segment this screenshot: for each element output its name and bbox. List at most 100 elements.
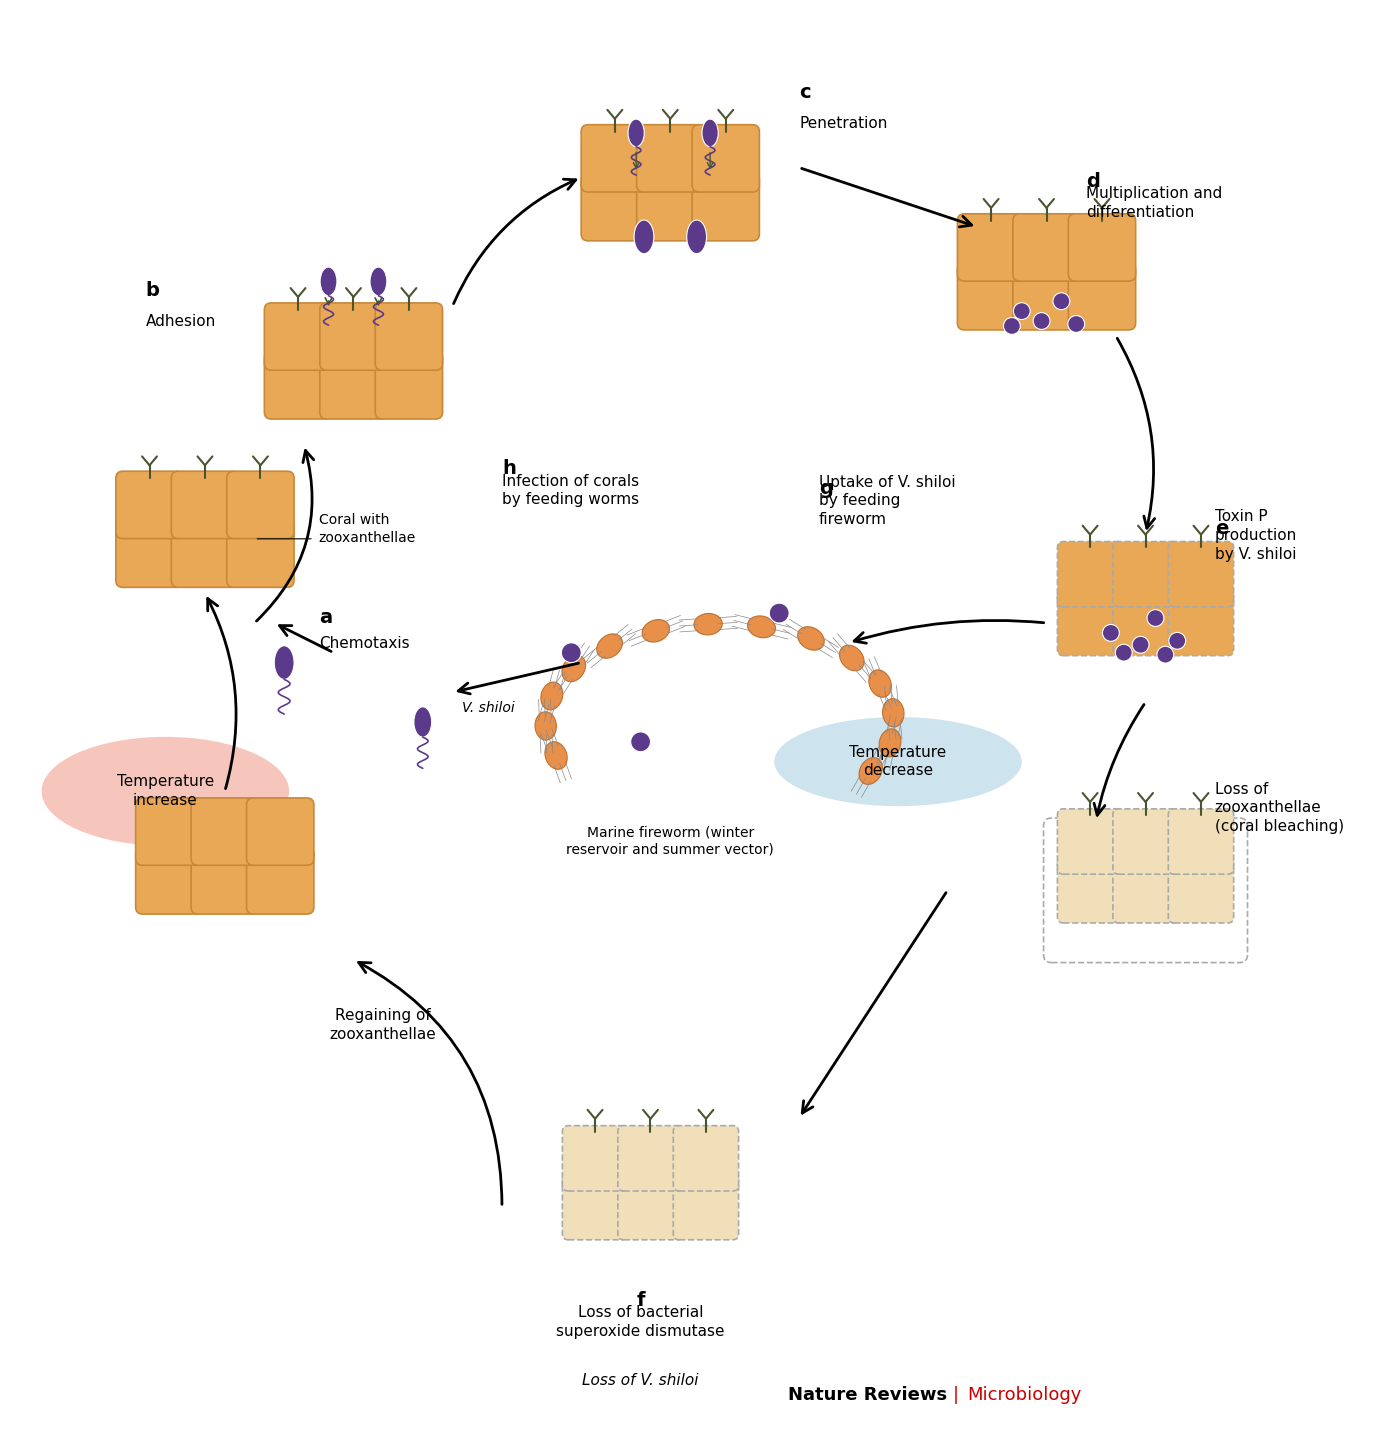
Ellipse shape bbox=[1156, 646, 1173, 663]
Ellipse shape bbox=[882, 699, 904, 727]
FancyBboxPatch shape bbox=[958, 213, 1025, 281]
Text: Microbiology: Microbiology bbox=[967, 1386, 1082, 1405]
Text: Temperature
increase: Temperature increase bbox=[116, 774, 214, 808]
Ellipse shape bbox=[630, 733, 651, 751]
FancyBboxPatch shape bbox=[1169, 590, 1233, 656]
Ellipse shape bbox=[1033, 313, 1050, 329]
Ellipse shape bbox=[748, 616, 776, 637]
FancyBboxPatch shape bbox=[190, 797, 259, 865]
Ellipse shape bbox=[1169, 633, 1186, 649]
Ellipse shape bbox=[643, 620, 669, 642]
Ellipse shape bbox=[321, 267, 337, 296]
Ellipse shape bbox=[540, 682, 563, 709]
Ellipse shape bbox=[1116, 645, 1133, 660]
Ellipse shape bbox=[1053, 293, 1070, 310]
Ellipse shape bbox=[545, 741, 567, 770]
Ellipse shape bbox=[798, 627, 825, 650]
FancyBboxPatch shape bbox=[673, 1174, 739, 1240]
Ellipse shape bbox=[561, 655, 585, 682]
FancyBboxPatch shape bbox=[1113, 809, 1179, 874]
FancyBboxPatch shape bbox=[319, 352, 388, 420]
FancyBboxPatch shape bbox=[1057, 809, 1123, 874]
Ellipse shape bbox=[596, 634, 623, 658]
Ellipse shape bbox=[694, 613, 722, 634]
FancyBboxPatch shape bbox=[190, 846, 259, 914]
FancyBboxPatch shape bbox=[1113, 858, 1179, 923]
Ellipse shape bbox=[879, 728, 902, 757]
FancyBboxPatch shape bbox=[375, 352, 442, 420]
FancyBboxPatch shape bbox=[1068, 213, 1135, 281]
FancyBboxPatch shape bbox=[958, 262, 1025, 330]
FancyBboxPatch shape bbox=[265, 303, 332, 371]
FancyBboxPatch shape bbox=[246, 846, 314, 914]
Text: f: f bbox=[637, 1291, 645, 1311]
Text: b: b bbox=[146, 281, 160, 300]
Text: Multiplication and
differentiation: Multiplication and differentiation bbox=[1086, 186, 1222, 221]
FancyBboxPatch shape bbox=[1057, 858, 1123, 923]
Ellipse shape bbox=[535, 712, 556, 740]
Ellipse shape bbox=[414, 707, 431, 737]
FancyBboxPatch shape bbox=[673, 1126, 739, 1191]
Ellipse shape bbox=[869, 671, 892, 698]
FancyBboxPatch shape bbox=[1113, 590, 1179, 656]
Text: |: | bbox=[952, 1386, 959, 1405]
FancyBboxPatch shape bbox=[1012, 262, 1081, 330]
Text: Loss of
zooxanthellae
(coral bleaching): Loss of zooxanthellae (coral bleaching) bbox=[1215, 782, 1344, 833]
Text: Adhesion: Adhesion bbox=[146, 314, 216, 329]
FancyBboxPatch shape bbox=[171, 472, 238, 538]
Text: d: d bbox=[1086, 173, 1100, 192]
Ellipse shape bbox=[634, 221, 654, 254]
Text: h: h bbox=[503, 460, 515, 479]
FancyBboxPatch shape bbox=[171, 521, 238, 587]
Text: Marine fireworm (winter
reservoir and summer vector): Marine fireworm (winter reservoir and su… bbox=[567, 825, 774, 857]
Text: c: c bbox=[799, 84, 811, 102]
FancyBboxPatch shape bbox=[1057, 542, 1123, 607]
FancyBboxPatch shape bbox=[246, 797, 314, 865]
FancyBboxPatch shape bbox=[1169, 858, 1233, 923]
Ellipse shape bbox=[1014, 303, 1030, 320]
FancyBboxPatch shape bbox=[563, 1174, 627, 1240]
Ellipse shape bbox=[274, 646, 294, 679]
Text: Loss of bacterial
superoxide dismutase: Loss of bacterial superoxide dismutase bbox=[556, 1305, 725, 1338]
FancyBboxPatch shape bbox=[1169, 542, 1233, 607]
Text: Coral with
zooxanthellae: Coral with zooxanthellae bbox=[319, 513, 416, 545]
Ellipse shape bbox=[1068, 316, 1085, 333]
FancyBboxPatch shape bbox=[563, 1126, 627, 1191]
Ellipse shape bbox=[1004, 317, 1021, 335]
Text: Toxin P
production
by V. shiloi: Toxin P production by V. shiloi bbox=[1215, 509, 1296, 561]
Text: g: g bbox=[819, 479, 833, 499]
FancyBboxPatch shape bbox=[375, 303, 442, 371]
FancyBboxPatch shape bbox=[637, 173, 704, 241]
FancyBboxPatch shape bbox=[136, 846, 203, 914]
Text: a: a bbox=[319, 609, 332, 627]
FancyBboxPatch shape bbox=[116, 472, 183, 538]
Text: Nature Reviews: Nature Reviews bbox=[788, 1386, 948, 1405]
FancyBboxPatch shape bbox=[319, 303, 388, 371]
FancyBboxPatch shape bbox=[1012, 213, 1081, 281]
FancyBboxPatch shape bbox=[136, 797, 203, 865]
Ellipse shape bbox=[1133, 636, 1149, 653]
FancyBboxPatch shape bbox=[1113, 542, 1179, 607]
Ellipse shape bbox=[42, 737, 290, 846]
Ellipse shape bbox=[370, 267, 386, 296]
FancyBboxPatch shape bbox=[116, 521, 183, 587]
Ellipse shape bbox=[687, 221, 707, 254]
FancyBboxPatch shape bbox=[617, 1126, 683, 1191]
Ellipse shape bbox=[840, 645, 864, 671]
Ellipse shape bbox=[770, 603, 790, 623]
Text: Temperature
decrease: Temperature decrease bbox=[850, 746, 946, 777]
Text: Loss of V. shiloi: Loss of V. shiloi bbox=[582, 1373, 699, 1389]
FancyBboxPatch shape bbox=[1057, 590, 1123, 656]
FancyBboxPatch shape bbox=[581, 173, 648, 241]
Ellipse shape bbox=[1102, 624, 1119, 642]
Ellipse shape bbox=[561, 643, 581, 662]
Ellipse shape bbox=[774, 717, 1022, 806]
Text: Uptake of V. shiloi
by feeding
fireworm: Uptake of V. shiloi by feeding fireworm bbox=[819, 474, 955, 526]
Text: Penetration: Penetration bbox=[799, 115, 888, 131]
FancyBboxPatch shape bbox=[581, 124, 648, 192]
FancyBboxPatch shape bbox=[637, 124, 704, 192]
FancyBboxPatch shape bbox=[692, 124, 759, 192]
Text: V. shiloi: V. shiloi bbox=[462, 701, 515, 715]
Ellipse shape bbox=[1147, 610, 1163, 626]
FancyBboxPatch shape bbox=[227, 521, 294, 587]
